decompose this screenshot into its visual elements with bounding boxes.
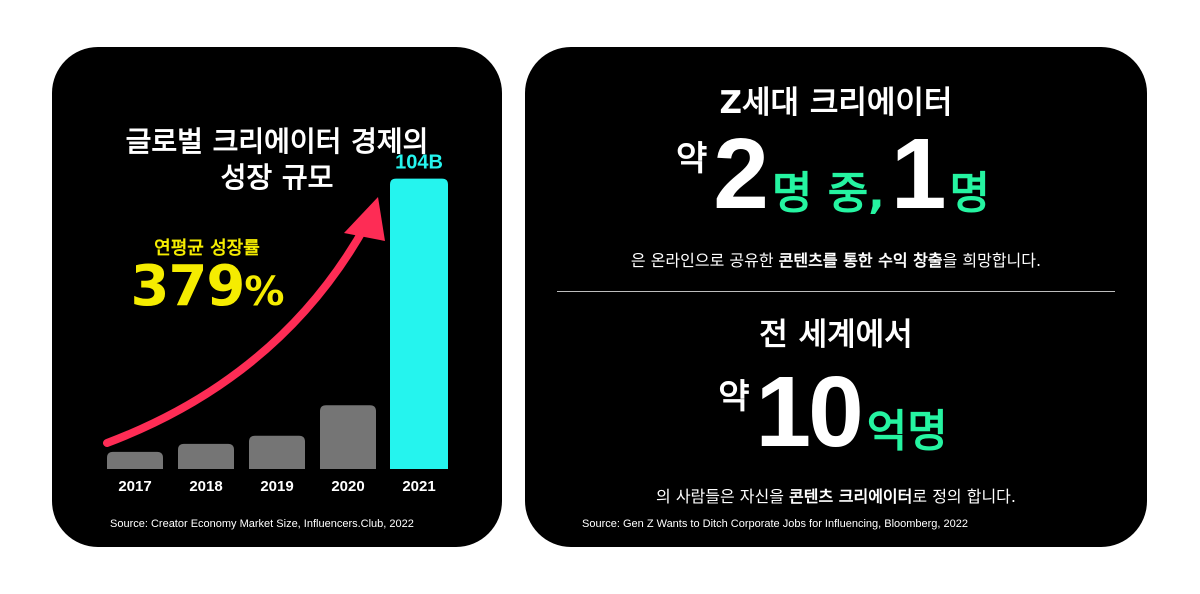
growth-arrow-head xyxy=(344,197,385,241)
data-label-2021: 104B xyxy=(395,152,443,174)
section1-word1: 명 중, xyxy=(771,168,885,219)
growth-arrow xyxy=(103,219,371,447)
chart-title-line1: 글로벌 크리에이터 경제의 xyxy=(125,125,429,158)
section1-sub-before: 은 온라인으로 공유한 xyxy=(630,251,779,270)
section1-heading: Z세대 크리에이터 xyxy=(719,85,953,121)
x-tick-2021: 2021 xyxy=(402,478,435,495)
section2-heading: 전 세계에서 xyxy=(759,317,913,353)
chart-title-line2: 성장 규모 xyxy=(220,161,334,194)
section1-word2: 명 xyxy=(949,168,990,219)
section1-sub-bold: 콘텐츠를 통한 수익 창출 xyxy=(778,251,943,270)
x-tick-2019: 2019 xyxy=(260,478,293,495)
x-tick-2018: 2018 xyxy=(189,478,222,495)
section2-prefix: 약 xyxy=(718,377,750,417)
bar-2021 xyxy=(390,178,448,469)
bar-2017 xyxy=(107,451,163,469)
section1-num2: 1 xyxy=(890,118,947,230)
right-source: Source: Gen Z Wants to Ditch Corporate J… xyxy=(582,518,969,530)
bar-2018 xyxy=(178,443,234,469)
x-tick-2020: 2020 xyxy=(331,478,364,495)
growth-rate-label: 연평균 성장률 xyxy=(154,238,260,259)
section2-stat: 약10 억명 xyxy=(525,355,1147,470)
section2-sub-after: 로 정의 합니다. xyxy=(912,487,1016,506)
divider xyxy=(557,291,1115,292)
section2-num: 10 xyxy=(755,356,864,468)
section1-stat: 약2 명 중,1 명 xyxy=(525,117,1147,232)
growth-rate-unit: % xyxy=(244,269,284,315)
bar-chart: 2017 2018 2019 2020 2021 104B xyxy=(103,152,448,495)
bar-2019 xyxy=(249,435,305,469)
section1-subtext: 은 온라인으로 공유한 콘텐츠를 통한 수익 창출을 희망합니다. xyxy=(525,247,1147,271)
bar-2020 xyxy=(320,405,376,469)
section2-sub-before: 의 사람들은 자신을 xyxy=(656,487,790,506)
left-source: Source: Creator Economy Market Size, Inf… xyxy=(110,518,414,530)
section1-sub-after: 을 희망합니다. xyxy=(942,251,1042,270)
growth-rate-value: 379% xyxy=(112,254,302,319)
section1-prefix: 약 xyxy=(675,139,708,179)
x-tick-2017: 2017 xyxy=(118,478,151,495)
right-card: Z세대 크리에이터 약2 명 중,1 명 은 온라인으로 공유한 콘텐츠를 통한 수… xyxy=(525,47,1147,547)
section1-num1: 2 xyxy=(713,118,769,230)
section2-sub-bold: 콘텐츠 크리에이터 xyxy=(789,487,913,506)
left-card: 글로벌 크리에이터 경제의 성장 규모 2017 2018 2019 2020 2021… xyxy=(52,47,502,547)
section2-word: 억명 xyxy=(866,406,948,457)
section2-subtext: 의 사람들은 자신을 콘텐츠 크리에이터로 정의 합니다. xyxy=(525,483,1147,507)
growth-rate-number: 379 xyxy=(130,254,246,319)
